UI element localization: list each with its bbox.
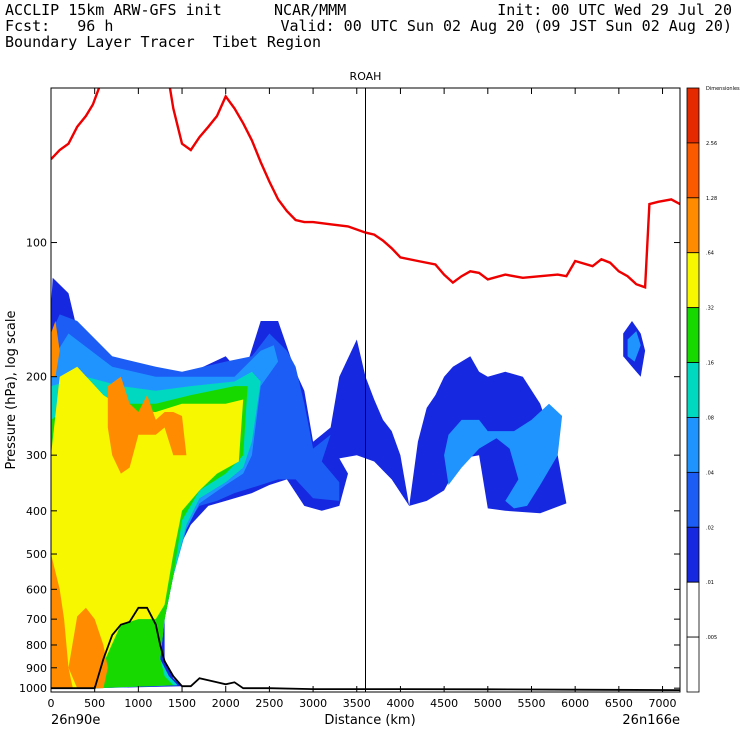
x-tick-label: 2500 [255,697,283,710]
tracer-region-6 [51,366,244,689]
colorbar-cell-3 [686,252,700,309]
section-end-label: 26n166e [622,713,680,728]
colorbar-cell-10 [686,636,700,693]
header-line2-left: Fcst: 96 h [5,17,114,35]
colorbar-cell-6 [686,417,700,473]
x-tick-label: 3500 [343,697,371,710]
colorbar-label-4: .32 [706,306,714,312]
x-tick-label: 5500 [517,697,545,710]
x-tick-label: 2000 [212,697,240,710]
y-tick-label: 700 [26,613,47,626]
y-tick-label: 1000 [19,682,47,695]
y-axis-label: Pressure (hPa), log scale [4,311,19,470]
tropopause-line [51,88,680,289]
x-tick-label: 500 [84,697,105,710]
colorbar-cell-0 [686,87,700,144]
y-tick-label: 400 [26,505,47,518]
x-axis-label: Distance (km) [324,713,415,728]
colorbar-cell-1 [686,142,700,199]
x-tick-label: 6000 [561,697,589,710]
tracer-region-3 [444,403,563,509]
x-tick-label: 1000 [124,697,152,710]
terrain-line [51,606,680,691]
y-tick-label: 500 [26,548,47,561]
colorbar-label-10: .005 [706,635,717,641]
colorbar-label-1: 2.56 [706,141,717,147]
x-tick-label: 7000 [649,697,677,710]
tracer-region-9 [68,607,108,689]
tracer-region-8 [107,376,187,474]
colorbar-cell-8 [686,526,700,583]
y-tick-label: 800 [26,639,47,652]
header-line1-left: ACCLIP 15km ARW-GFS init [5,1,222,19]
x-tick-label: 4000 [386,697,414,710]
colorbar-label-2: 1.28 [706,196,717,202]
y-tick-label: 600 [26,583,47,596]
x-tick-label: 4500 [430,697,458,710]
header-line1-right: Init: 00 UTC Wed 29 Jul 20 [497,1,732,19]
x-tick-label: 1500 [168,697,196,710]
x-tick-label: 6500 [605,697,633,710]
tracer-region-12 [627,331,641,362]
colorbar-cell-9 [686,581,700,638]
colorbar-cell-7 [686,471,700,528]
y-tick-label: 100 [26,237,47,250]
chart-title: ROAH [350,70,382,83]
y-tick-label: 300 [26,449,47,462]
y-tick-label: 200 [26,371,47,384]
colorbar-label-6: .08 [706,415,714,421]
colorbar-label-3: .64 [706,251,714,257]
y-tick-label: 900 [26,662,47,675]
header-line2-right: Valid: 00 UTC Sun 02 Aug 20 (09 JST Sun … [280,17,732,35]
x-tick-label: 0 [48,697,55,710]
colorbar-label-8: .02 [706,525,714,531]
colorbar-label-0: Dimensionless [706,86,740,92]
colorbar-label-7: .04 [706,470,714,476]
x-tick-label: 3000 [299,697,327,710]
plot-frame [50,87,681,693]
colorbar-cell-4 [686,307,700,363]
colorbar-cell-2 [686,197,700,254]
plot-area [51,88,680,692]
section-start-label: 26n90e [51,713,100,728]
colorbar-label-5: .16 [706,361,714,367]
tracer-region-10 [51,321,60,377]
header-line1-center: NCAR/MMM [274,1,347,19]
header-line3-left: Boundary Layer Tracer Tibet Region [5,33,322,51]
colorbar-cell-5 [686,362,700,418]
tracer-region-7 [51,554,73,689]
x-tick-label: 5000 [474,697,502,710]
colorbar-label-9: .01 [706,580,714,586]
